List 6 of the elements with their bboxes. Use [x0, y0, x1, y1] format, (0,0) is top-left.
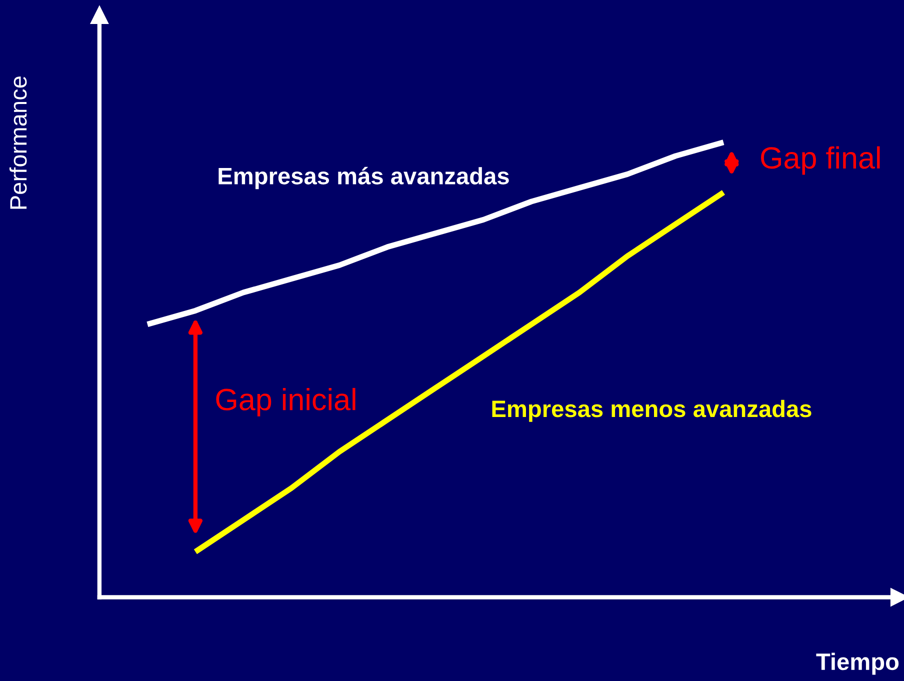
series-label: Empresas más avanzadas: [218, 166, 509, 190]
annotation: Gap inicial: [216, 388, 356, 416]
series-label: Empresas menos avanzadas: [492, 400, 812, 422]
y-axis-title: Performance: [9, 76, 27, 209]
text: Gap final: [761, 146, 880, 175]
x-axis-title: Tiempo: [816, 652, 899, 675]
